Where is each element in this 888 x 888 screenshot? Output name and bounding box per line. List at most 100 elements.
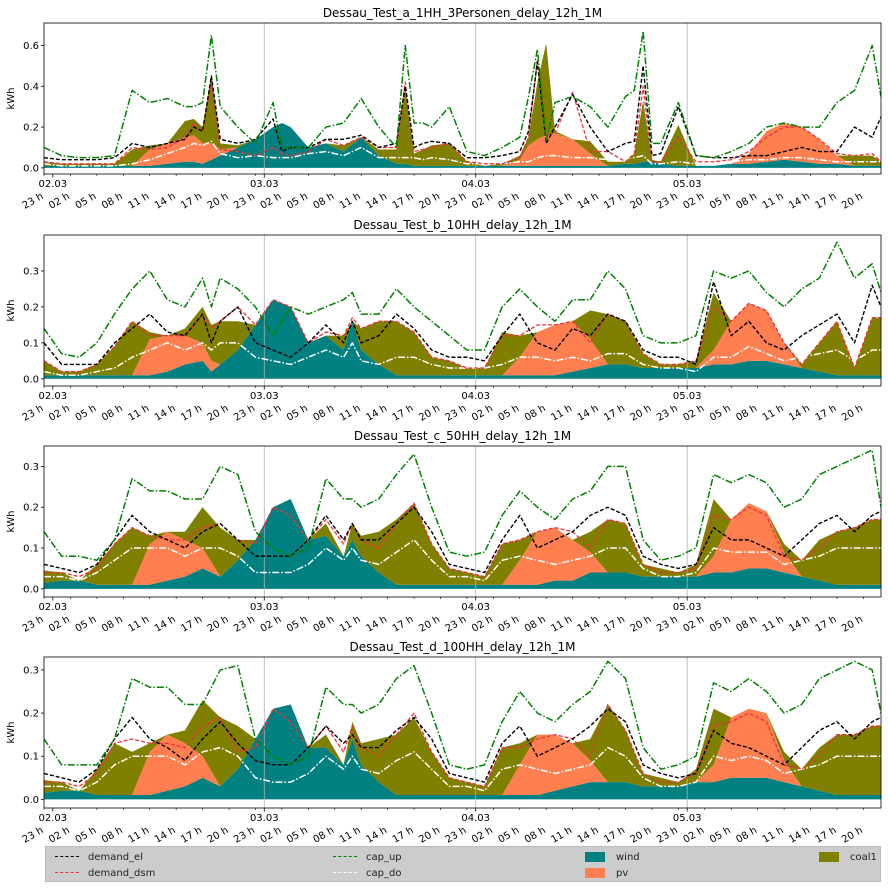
x-hour-label: 08 h bbox=[523, 614, 548, 635]
legend-label-cap-do: cap_do bbox=[366, 867, 402, 879]
x-hour-label: 23 h bbox=[232, 614, 257, 635]
legend-swatch-coal1 bbox=[816, 851, 842, 863]
plot-area bbox=[44, 235, 881, 386]
x-hour-label: 08 h bbox=[523, 825, 548, 846]
x-hour-label: 17 h bbox=[179, 191, 204, 212]
legend-swatch-demand-dsm bbox=[54, 867, 80, 879]
y-tick-label: 0.3 bbox=[23, 266, 39, 277]
x-hour-label: 08 h bbox=[311, 614, 336, 635]
x-hour-label: 20 h bbox=[206, 403, 231, 424]
x-hour-label: 23 h bbox=[444, 191, 469, 212]
x-hour-label: 02 h bbox=[470, 403, 495, 424]
x-hour-label: 08 h bbox=[734, 191, 759, 212]
x-hour-label: 02 h bbox=[259, 825, 284, 846]
line-demand-dsm bbox=[44, 59, 881, 165]
x-hour-label: 14 h bbox=[576, 403, 601, 424]
y-tick-label: 0.2 bbox=[23, 123, 39, 134]
legend-swatch-cap-up bbox=[332, 851, 358, 863]
x-hour-label: 17 h bbox=[814, 191, 839, 212]
chart-title: Dessau_Test_c_50HH_delay_12h_1M bbox=[354, 429, 571, 443]
x-hour-label: 05 h bbox=[285, 825, 310, 846]
x-hour-label: 02 h bbox=[259, 614, 284, 635]
x-hour-label: 02 h bbox=[47, 191, 72, 212]
y-tick-label: 0.2 bbox=[23, 503, 39, 514]
x-hour-label: 23 h bbox=[655, 825, 680, 846]
line-demand-el bbox=[44, 281, 881, 366]
legend: demand_el demand_dsm cap_up cap_do wind … bbox=[45, 846, 881, 882]
x-hour-label: 05 h bbox=[285, 403, 310, 424]
y-tick-label: 0.0 bbox=[23, 795, 39, 806]
x-hour-label: 08 h bbox=[311, 825, 336, 846]
plot-area bbox=[44, 446, 881, 597]
x-hour-label: 20 h bbox=[629, 191, 654, 212]
x-hour-label: 17 h bbox=[814, 614, 839, 635]
y-axis-label: kWh bbox=[6, 299, 17, 321]
x-hour-label: 17 h bbox=[391, 614, 416, 635]
line-cap-up bbox=[44, 30, 881, 159]
legend-item-demand-dsm: demand_dsm bbox=[54, 866, 155, 880]
area-wind bbox=[44, 122, 881, 168]
x-hour-label: 17 h bbox=[814, 403, 839, 424]
line-cap-do bbox=[44, 140, 881, 167]
x-hour-label: 23 h bbox=[232, 825, 257, 846]
x-hour-label: 14 h bbox=[787, 614, 812, 635]
area-coal1 bbox=[44, 292, 881, 376]
x-hour-label: 20 h bbox=[840, 403, 865, 424]
legend-swatch-demand-el bbox=[54, 851, 80, 863]
x-hour-label: 14 h bbox=[364, 825, 389, 846]
x-hour-label: 11 h bbox=[126, 403, 151, 424]
line-cap-up bbox=[44, 241, 881, 358]
x-date-label: 02.03 bbox=[38, 813, 67, 824]
x-hour-label: 05 h bbox=[74, 191, 99, 212]
y-axis-label: kWh bbox=[6, 721, 17, 743]
x-date-label: 05.03 bbox=[673, 813, 702, 824]
x-hour-label: 20 h bbox=[206, 614, 231, 635]
plot-frame bbox=[43, 656, 882, 809]
x-hour-label: 17 h bbox=[602, 614, 627, 635]
x-hour-label: 08 h bbox=[100, 403, 125, 424]
x-hour-label: 11 h bbox=[761, 614, 786, 635]
line-cap-do bbox=[44, 746, 881, 792]
line-cap-do bbox=[44, 539, 881, 582]
y-tick-label: 0.2 bbox=[23, 709, 39, 720]
line-cap-up bbox=[44, 660, 881, 770]
x-hour-label: 02 h bbox=[682, 191, 707, 212]
x-hour-label: 05 h bbox=[285, 191, 310, 212]
x-hour-label: 14 h bbox=[787, 825, 812, 846]
legend-item-cap-up: cap_up bbox=[332, 850, 402, 864]
area-wind bbox=[44, 499, 881, 589]
x-hour-label: 02 h bbox=[47, 825, 72, 846]
x-hour-label: 23 h bbox=[21, 825, 46, 846]
x-hour-label: 20 h bbox=[629, 825, 654, 846]
line-demand-dsm bbox=[44, 703, 881, 788]
x-date-label: 03.03 bbox=[250, 813, 279, 824]
x-date-label: 05.03 bbox=[673, 391, 702, 402]
chart-title: Dessau_Test_b_10HH_delay_12h_1M bbox=[353, 218, 571, 232]
x-hour-label: 20 h bbox=[417, 403, 442, 424]
x-hour-label: 02 h bbox=[470, 825, 495, 846]
x-hour-label: 20 h bbox=[840, 825, 865, 846]
x-hour-label: 02 h bbox=[682, 614, 707, 635]
x-hour-label: 23 h bbox=[21, 403, 46, 424]
area-coal1 bbox=[44, 700, 881, 796]
x-hour-label: 02 h bbox=[259, 191, 284, 212]
x-hour-label: 08 h bbox=[311, 403, 336, 424]
x-hour-label: 02 h bbox=[470, 614, 495, 635]
x-hour-label: 17 h bbox=[602, 825, 627, 846]
x-hour-label: 02 h bbox=[47, 614, 72, 635]
x-hour-label: 08 h bbox=[734, 825, 759, 846]
x-hour-label: 23 h bbox=[655, 614, 680, 635]
x-hour-label: 23 h bbox=[444, 825, 469, 846]
x-hour-label: 14 h bbox=[153, 403, 178, 424]
x-hour-label: 02 h bbox=[682, 403, 707, 424]
line-demand-el bbox=[44, 506, 881, 574]
x-date-label: 02.03 bbox=[38, 602, 67, 613]
x-hour-label: 23 h bbox=[655, 403, 680, 424]
area-coal1 bbox=[44, 43, 881, 166]
x-date-label: 05.03 bbox=[673, 602, 702, 613]
line-cap-do bbox=[44, 342, 881, 376]
x-hour-label: 11 h bbox=[549, 614, 574, 635]
x-hour-label: 23 h bbox=[232, 403, 257, 424]
legend-label-coal1: coal1 bbox=[850, 851, 877, 863]
area-coal1 bbox=[44, 499, 881, 585]
